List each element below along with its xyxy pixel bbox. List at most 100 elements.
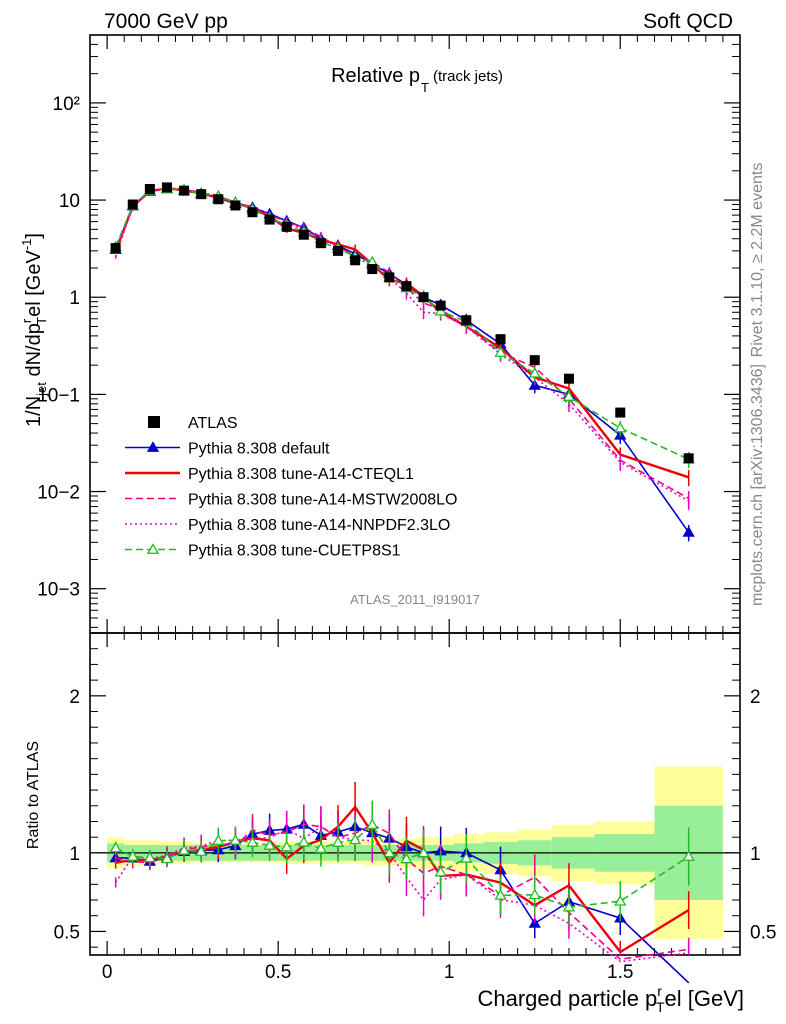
ratio-series-line	[115, 825, 689, 963]
atlas-data-point	[213, 194, 224, 205]
xlabel-main: Charged particle p	[478, 986, 658, 1011]
ratio-tick-label-right: 1	[750, 844, 761, 865]
atlas-data-point	[384, 272, 395, 283]
rivet-label: Rivet 3.1.10, ≥ 2.2M events	[749, 163, 766, 358]
x-tick-label: 0	[102, 962, 113, 983]
ratio-marker	[314, 842, 328, 853]
atlas-data-point	[401, 281, 412, 292]
atlas-data-point	[264, 214, 275, 225]
ratio-y-label: Ratio to ATLAS	[25, 741, 42, 849]
ylabel-sub1: jet	[34, 382, 49, 397]
ratio-marker	[614, 894, 627, 906]
atlas-data-point	[247, 207, 258, 218]
series-marker	[562, 390, 576, 401]
header-left: 7000 GeV pp	[104, 10, 228, 33]
atlas-data-point	[298, 229, 309, 240]
ratio-marker	[229, 834, 242, 845]
atlas-data-point	[281, 221, 292, 232]
legend-label: Pythia 8.308 tune-CUETP8S1	[188, 543, 401, 560]
svg-text:1/Njet dN/dprTel [GeV-1]: 1/Njet dN/dprTel [GeV-1]	[19, 233, 49, 427]
ylabel-part: 1/N	[23, 396, 45, 427]
ratio-tick-label-left: 0.5	[54, 922, 80, 943]
ratio-marker	[494, 889, 507, 900]
ratio-marker	[109, 841, 122, 853]
header-right: Soft QCD	[643, 10, 733, 33]
ratio-marker	[562, 900, 576, 912]
atlas-data-point	[461, 315, 472, 326]
y-tick-label: 10	[59, 191, 80, 212]
atlas-data-point	[196, 189, 207, 200]
atlas-data-point	[179, 185, 190, 196]
ratio-marker	[331, 836, 345, 847]
ratio-marker	[143, 851, 156, 863]
ratio-marker	[528, 888, 541, 900]
xlabel-sup: r	[657, 983, 662, 999]
series-marker	[682, 526, 695, 537]
y-tick-label: 10−3	[37, 580, 80, 601]
atlas-data-point	[563, 373, 574, 384]
ratio-marker	[349, 833, 362, 845]
legend-label: Pythia 8.308 default	[188, 441, 330, 458]
chart-title-sub: T	[421, 80, 429, 95]
y-tick-label: 1	[69, 288, 80, 309]
legend-label: Pythia 8.308 tune-A14-MSTW2008LO	[188, 492, 457, 509]
ratio-panel-frame	[89, 632, 741, 956]
ylabel-mid: dN/dp	[23, 323, 45, 382]
ratio-marker	[417, 846, 430, 858]
y-axis-label: 1/Njet dN/dprTel [GeV-1]	[19, 233, 49, 427]
ratio-marker	[297, 835, 310, 847]
ratio-series-line	[115, 823, 690, 908]
ratio-marker	[212, 834, 225, 845]
atlas-data-point	[110, 243, 121, 254]
x-tick-label: 0.5	[265, 962, 291, 983]
y-tick-label: 10−2	[37, 483, 80, 504]
atlas-data-point	[615, 407, 626, 418]
legend-label: Pythia 8.308 tune-A14-NNPDF2.3LO	[188, 517, 450, 534]
ratio-marker	[263, 839, 276, 850]
x-tick-label: 1.5	[607, 962, 633, 983]
chart-title-suffix: (track jets)	[433, 68, 503, 85]
legend-label: ATLAS	[188, 415, 238, 432]
legend-marker	[148, 416, 160, 428]
ratio-marker	[126, 850, 139, 861]
ylabel-sub2: T	[34, 317, 49, 325]
ratio-marker	[434, 865, 447, 877]
x-tick-label: 1	[444, 962, 455, 983]
ylabel-end: ]	[23, 233, 45, 239]
ylabel-sup2: -1	[19, 239, 34, 251]
chart-title: Relative p	[331, 65, 420, 87]
main-series-layer	[109, 182, 695, 542]
ylabel-sup: r	[19, 318, 34, 323]
atlas-data-point	[230, 200, 241, 211]
ratio-marker	[460, 852, 473, 863]
atlas-data-point	[529, 355, 540, 366]
legend-marker	[146, 441, 160, 452]
ratio-marker	[682, 850, 695, 861]
series-marker	[528, 366, 541, 378]
atlas-data-point	[127, 199, 138, 210]
atlas-data-point	[350, 255, 361, 266]
ratio-tick-label-left: 1	[69, 844, 80, 865]
atlas-data-point	[435, 300, 446, 311]
xlabel-suffix: el [GeV]	[665, 986, 744, 1011]
atlas-data-point	[144, 183, 155, 194]
atlas-data-point	[418, 292, 429, 303]
ratio-tick-label-left: 2	[69, 687, 80, 708]
ratio-marker	[280, 840, 293, 852]
ratio-marker	[246, 836, 259, 847]
ratio-series-layer	[90, 781, 740, 984]
legend: ATLAS Pythia 8.308 default Pythia 8.308 tu…	[125, 415, 457, 560]
xlabel-sub: T	[656, 999, 665, 1015]
legend-marker	[146, 543, 160, 554]
atlas-data-point	[315, 238, 326, 249]
atlas-data-point	[367, 264, 378, 275]
atlas-data-point	[333, 245, 344, 256]
ylabel-suffix: el [GeV	[23, 250, 45, 317]
ratio-marker	[177, 844, 191, 855]
series-line	[114, 187, 690, 502]
series-marker	[614, 421, 627, 433]
series-line	[114, 187, 690, 479]
ratio-tick-label-right: 2	[750, 687, 761, 708]
ratio-marker	[400, 852, 413, 864]
